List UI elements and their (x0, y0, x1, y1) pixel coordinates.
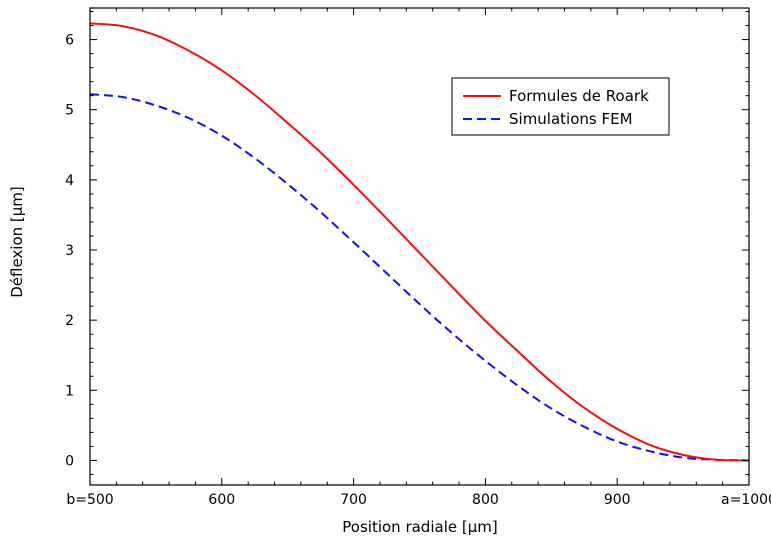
x-tick-label: 800 (472, 492, 499, 508)
y-tick-label: 0 (65, 453, 74, 469)
y-tick-label: 6 (65, 33, 74, 49)
y-axis-label: Déflexion [µm] (8, 186, 26, 298)
legend: Formules de Roark Simulations FEM (451, 77, 670, 136)
x-tick-label: 600 (208, 492, 235, 508)
y-tick-label: 3 (65, 243, 74, 259)
x-tick-label: b=500 (66, 492, 113, 508)
series-layer (89, 22, 750, 462)
x-tick-label: 700 (340, 492, 367, 508)
y-tick-label: 2 (65, 313, 74, 329)
legend-box (451, 77, 670, 136)
y-tick-label: 4 (65, 173, 74, 189)
series-line-roark (89, 22, 750, 462)
axes-layer (89, 7, 750, 486)
x-tick-label: 900 (604, 492, 631, 508)
y-tick-label: 5 (65, 103, 74, 119)
x-axis-label: Position radiale [µm] (342, 518, 497, 536)
plot-frame (89, 7, 750, 486)
y-tick-label: 1 (65, 383, 74, 399)
series-line-fem (89, 93, 750, 462)
legend-label-roark: Formules de Roark (509, 87, 649, 105)
legend-label-fem: Simulations FEM (509, 110, 633, 128)
